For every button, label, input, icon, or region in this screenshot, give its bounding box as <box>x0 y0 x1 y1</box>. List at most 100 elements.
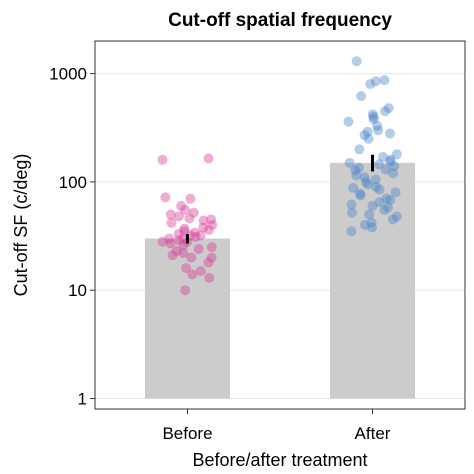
data-point <box>391 211 402 222</box>
data-point <box>203 224 214 235</box>
data-point <box>185 193 196 204</box>
plot-border <box>94 40 466 410</box>
data-point <box>372 120 383 131</box>
data-point <box>388 168 399 179</box>
data-point <box>180 205 191 216</box>
data-point <box>384 128 395 139</box>
data-point <box>370 76 381 87</box>
data-point <box>364 209 375 220</box>
data-point <box>206 242 217 253</box>
data-point <box>379 75 390 86</box>
data-point <box>179 226 190 237</box>
data-point <box>178 248 189 259</box>
x-tick-label: After <box>355 424 391 443</box>
data-point <box>346 207 357 218</box>
data-point <box>382 202 393 213</box>
data-point <box>180 285 191 296</box>
data-point <box>387 214 398 225</box>
data-point <box>380 164 391 175</box>
chart-title: Cut-off spatial frequency <box>168 10 392 31</box>
data-point <box>350 165 361 176</box>
x-axis-label: Before/after treatment <box>192 450 367 470</box>
data-point <box>160 192 171 203</box>
data-point <box>179 223 190 234</box>
x-axis: Before After <box>162 409 391 443</box>
data-point <box>207 220 218 230</box>
data-point <box>190 231 201 242</box>
data-point <box>360 220 371 230</box>
data-point <box>206 252 217 263</box>
data-point <box>367 222 378 233</box>
data-point <box>379 205 390 216</box>
data-point <box>373 125 384 136</box>
data-point <box>181 263 192 274</box>
data-point <box>204 272 215 283</box>
error-bars-group <box>186 154 374 244</box>
data-point <box>167 250 178 261</box>
data-point <box>380 106 391 117</box>
data-point <box>184 213 195 224</box>
points-group <box>157 56 402 296</box>
data-point <box>195 266 206 277</box>
data-point <box>174 235 185 246</box>
data-point <box>178 233 189 244</box>
data-point <box>359 172 370 183</box>
data-point <box>381 193 392 204</box>
data-point <box>385 195 396 206</box>
data-point <box>385 154 396 165</box>
data-point <box>383 103 394 114</box>
data-point <box>365 79 376 90</box>
bar-before <box>144 238 231 399</box>
data-point <box>173 211 184 222</box>
data-point <box>166 217 177 228</box>
data-point <box>157 154 168 165</box>
data-point <box>187 269 198 280</box>
data-point <box>373 159 384 170</box>
data-point <box>377 151 388 162</box>
bar-after <box>329 162 416 399</box>
data-point <box>359 130 370 141</box>
data-point <box>351 56 362 67</box>
data-point <box>367 109 378 120</box>
data-point <box>171 246 182 257</box>
data-point <box>193 244 204 255</box>
data-point <box>195 230 206 241</box>
data-point <box>344 157 355 168</box>
data-point <box>165 238 176 249</box>
data-point <box>203 153 214 164</box>
data-point <box>362 179 373 190</box>
data-point <box>351 170 362 181</box>
data-point <box>176 200 187 211</box>
data-point <box>360 176 371 187</box>
y-tick-label: 1000 <box>49 65 87 84</box>
data-point <box>186 252 197 263</box>
data-point <box>188 207 199 218</box>
data-point <box>391 149 402 160</box>
data-point <box>343 116 354 127</box>
y-tick-label: 10 <box>68 281 87 300</box>
data-point <box>346 199 357 210</box>
data-point <box>348 182 359 193</box>
data-point <box>189 227 200 238</box>
data-point <box>165 209 176 220</box>
data-point <box>355 190 366 201</box>
data-point <box>363 133 374 144</box>
data-point <box>390 187 401 198</box>
data-point <box>164 233 175 244</box>
data-point <box>356 91 367 102</box>
data-point <box>354 144 365 155</box>
data-point <box>206 214 217 225</box>
data-point <box>374 197 385 208</box>
x-tick-label: Before <box>162 424 212 443</box>
data-point <box>368 114 379 125</box>
y-tick-label: 1 <box>78 390 87 409</box>
data-point <box>374 184 385 195</box>
data-point <box>346 226 357 237</box>
data-point <box>367 200 378 211</box>
data-point <box>370 174 381 185</box>
data-point <box>354 188 365 199</box>
data-point <box>362 126 373 137</box>
y-tick-label: 100 <box>59 173 87 192</box>
data-point <box>173 229 184 240</box>
